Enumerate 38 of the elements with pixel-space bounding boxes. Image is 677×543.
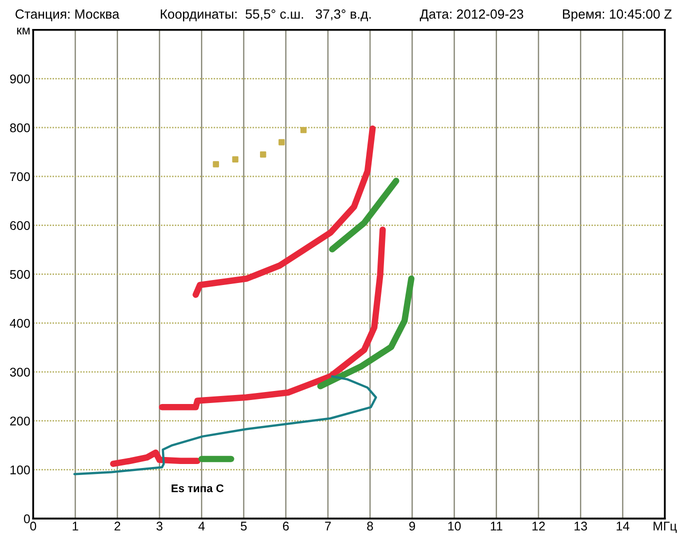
x-tick-label: МГц: [654, 522, 677, 533]
x-tick-label: 1: [72, 522, 78, 530]
x-tick-label: 13: [574, 522, 587, 531]
x-tick-label: 4: [198, 522, 205, 530]
x-tick-label: 14: [616, 522, 630, 530]
y-tick-label: 200: [10, 416, 30, 426]
y-tick-label: 0: [24, 514, 30, 524]
text: Время: 10:45:00 Z: [562, 9, 672, 22]
y-tick-label: 600: [10, 221, 30, 230]
x-tick-label: 0: [30, 522, 36, 531]
x-tick-label: 11: [490, 522, 502, 530]
x-tick-label: 5: [240, 522, 247, 531]
x-tick-label: 7: [325, 522, 331, 530]
y-tick-label: 300: [10, 368, 30, 377]
point: [232, 156, 238, 162]
line-series: [73, 375, 378, 476]
y-tick-label: 400: [10, 318, 30, 328]
text: Координаты: 55,5° с.ш. 37,3° в.д.: [160, 9, 371, 22]
point: [278, 139, 285, 146]
y-tick-label: 100: [10, 465, 30, 474]
point: [260, 151, 266, 158]
y-tick-label: км: [17, 28, 30, 34]
y-tick-label: 500: [10, 270, 30, 279]
annotation: Es типа C: [172, 484, 224, 492]
x-tick-label: 12: [532, 522, 545, 530]
x-tick-label: 10: [448, 522, 461, 531]
y-tick-label: 700: [10, 172, 30, 182]
point: [212, 161, 220, 168]
text: Станция: Москва: [16, 9, 120, 22]
y-tick-label: 900: [10, 74, 30, 84]
point: [300, 126, 307, 134]
y-tick-label: 800: [10, 123, 30, 132]
text: Дата: 2012-09-23: [420, 9, 524, 22]
x-tick-label: 6: [282, 522, 289, 531]
x-tick-label: 3: [156, 522, 162, 531]
x-tick-label: 2: [114, 522, 120, 530]
x-tick-label: 9: [409, 522, 416, 531]
x-tick-label: 8: [367, 522, 373, 531]
